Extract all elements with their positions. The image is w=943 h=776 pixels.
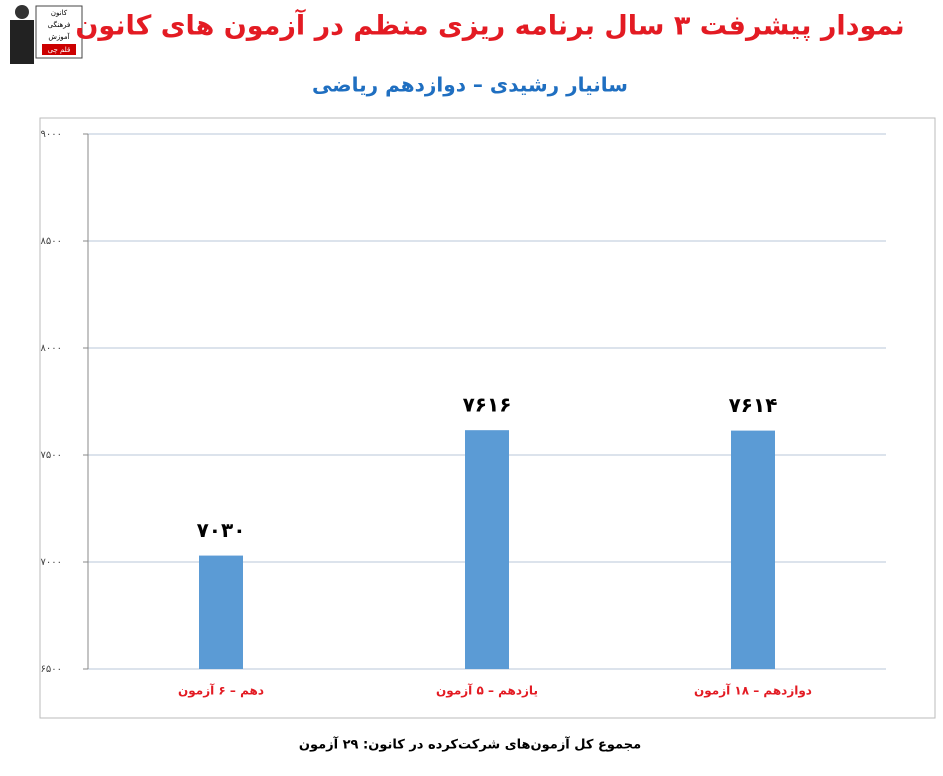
value-label: ۷۶۱۶: [463, 393, 512, 417]
value-label: ۷۶۱۴: [729, 393, 778, 417]
y-tick-label: ۸۵۰۰: [41, 236, 62, 247]
y-tick-label: ۹۰۰۰: [41, 129, 62, 140]
logo: کانون فرهنگی آموزش قلم چی: [10, 5, 83, 64]
x-tick-label: یازدهم – ۵ آزمون: [436, 683, 538, 699]
logo-text: قلم چی: [48, 46, 71, 54]
bar: [199, 555, 243, 669]
bar: [731, 430, 775, 669]
chart-title: نمودار پیشرفت ۳ سال برنامه ریزی منظم در …: [75, 9, 904, 42]
y-tick-label: ۷۰۰۰: [41, 557, 62, 568]
y-tick-label: ۶۵۰۰: [41, 664, 62, 675]
x-tick-label: دوازدهم – ۱۸ آزمون: [694, 683, 812, 699]
x-tick-label: دهم – ۶ آزمون: [178, 683, 264, 699]
logo-figure: [10, 20, 34, 64]
bar: [465, 430, 509, 669]
value-label: ۷۰۳۰: [197, 518, 246, 542]
logo-badge: [42, 44, 76, 55]
logo-text: کانون: [51, 9, 68, 17]
chart-frame: [39, 117, 936, 719]
chart-subtitle: سانیار رشیدی – دوازدهم ریاضی: [312, 73, 628, 97]
y-tick-label: ۷۵۰۰: [41, 450, 62, 461]
logo-text: آموزش: [48, 32, 70, 41]
footnote: مجموع کل آزمون‌های شرکت‌کرده در کانون: ۲…: [299, 736, 641, 753]
logo-text: فرهنگی: [48, 20, 71, 29]
logo-head: [15, 5, 29, 19]
y-tick-label: ۸۰۰۰: [41, 343, 62, 354]
